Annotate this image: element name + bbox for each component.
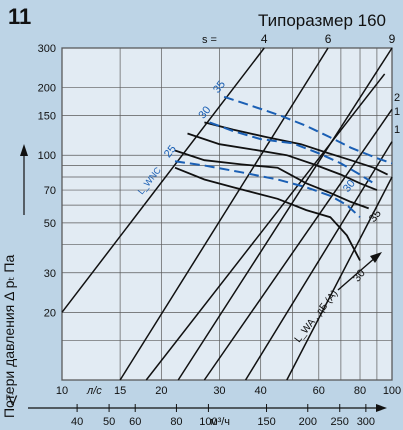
lwnc-curve [223, 95, 393, 165]
y-tick-label: 30 [44, 268, 56, 280]
x-axis-arrow [28, 404, 387, 412]
x-tick-label-ls: 20 [155, 385, 167, 397]
lwnc-curves-layer [174, 95, 393, 218]
s-edge-label: 2 [394, 92, 400, 104]
lwa-curve [174, 166, 361, 261]
lwa-curve [187, 132, 378, 191]
lwnc-curve-label: 25 [162, 143, 179, 160]
x-tick-label-m3h: 150 [257, 416, 275, 428]
lwa-curve-label: 30 [351, 267, 368, 284]
grid-layer [61, 47, 393, 381]
s-lines-layer [61, 47, 393, 381]
lwnc-curve-label: 30 [196, 104, 213, 121]
x-tick-label-ls: 30 [213, 385, 225, 397]
y-tick-label: 20 [44, 307, 56, 319]
x-unit-ls: л/с [86, 385, 102, 397]
x-unit-m3h: м³/ч [210, 416, 230, 428]
x-tick-label-m3h: 50 [103, 416, 115, 428]
x-tick-label-m3h: 250 [331, 416, 349, 428]
x-tick-label-m3h: 100 [199, 416, 217, 428]
x-tick-label-m3h: 60 [129, 416, 141, 428]
s-line [119, 47, 329, 381]
lwa-curves-layer [174, 121, 389, 261]
y-tick-label: 100 [38, 150, 56, 162]
s-edge-label: 1 [394, 124, 400, 136]
x-tick-label-ls: 15 [114, 385, 126, 397]
x-tick-label-m3h: 200 [299, 416, 317, 428]
lwa-curve [174, 149, 370, 210]
s-line [203, 108, 393, 381]
x-tick-label-m3h: 80 [170, 416, 182, 428]
x-tick-label-ls: 80 [354, 385, 366, 397]
y-axis-label: Потери давления Δ pₜ Па [1, 255, 17, 418]
s-line [145, 73, 386, 381]
y-tick-label: 200 [38, 83, 56, 95]
curve-annotation: 30 [341, 178, 358, 195]
y-axis-arrow [20, 144, 28, 215]
figure-number: 11 [8, 4, 31, 29]
curve-annotation: 35 [367, 208, 384, 225]
x-tick-label-m3h: 40 [71, 416, 83, 428]
lwa-curve [204, 121, 389, 176]
lwnc-curve [209, 121, 375, 185]
lwnc-curve [174, 160, 361, 218]
x-symbol: V̇ [8, 392, 18, 408]
lwa-arrow [337, 252, 382, 291]
s-prefix: s = [202, 34, 217, 46]
s-line [177, 47, 393, 381]
lwnc-curve-label: 35 [211, 79, 228, 96]
s-line-label: 9 [389, 32, 396, 46]
y-tick-label: 300 [38, 43, 56, 55]
labels-layer: 20 30 50 70 100 150 200 300 10 15 20 30 40 60 80 100 40 5… [38, 32, 402, 428]
s-line [286, 176, 393, 381]
x-tick-label-ls: 10 [56, 385, 68, 397]
x-tick-label-ls: 60 [313, 385, 325, 397]
y-tick-label: 50 [44, 218, 56, 230]
s-line [61, 47, 265, 313]
s-edge-label: 1 [394, 106, 400, 118]
x-tick-label-m3h: 300 [357, 416, 375, 428]
plot-area [61, 47, 393, 381]
size-label: Типоразмер 160 [258, 11, 386, 30]
x-tick-label-ls: 100 [383, 385, 401, 397]
s-line-label: 4 [261, 32, 268, 46]
y-tick-label: 70 [44, 185, 56, 197]
x-tick-label-ls: 40 [255, 385, 267, 397]
s-line-label: 6 [325, 32, 332, 46]
s-line [244, 141, 393, 381]
y-tick-label: 150 [38, 111, 56, 123]
